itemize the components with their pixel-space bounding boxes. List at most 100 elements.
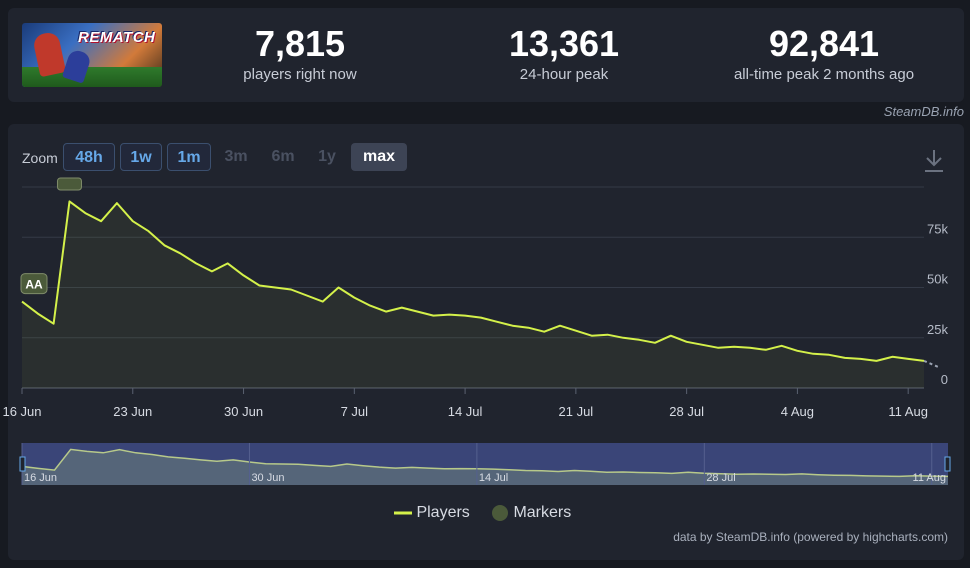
navigator-tick-label: 28 Jul (706, 472, 735, 484)
data-point[interactable] (636, 337, 642, 343)
data-point[interactable] (589, 333, 595, 339)
data-point[interactable] (905, 356, 911, 362)
download-icon[interactable] (922, 148, 946, 174)
x-tick-label: 21 Jul (559, 404, 594, 419)
data-point[interactable] (731, 344, 737, 350)
zoom-button-3m[interactable]: 3m (224, 148, 248, 165)
legend-marker-icon (492, 505, 508, 521)
data-point[interactable] (320, 299, 326, 305)
data-point[interactable] (921, 358, 927, 364)
data-point[interactable] (494, 319, 500, 325)
data-point[interactable] (668, 333, 674, 339)
data-point[interactable] (19, 299, 25, 305)
data-point[interactable] (66, 198, 72, 204)
data-point[interactable] (605, 332, 611, 338)
data-point[interactable] (715, 345, 721, 351)
stat-24h-peak: 13,361 24-hour peak (454, 22, 674, 84)
data-point[interactable] (399, 305, 405, 311)
x-tick-label: 7 Jul (341, 404, 369, 419)
series-line-partial (923, 359, 939, 368)
data-point[interactable] (35, 311, 41, 317)
data-point[interactable] (874, 358, 880, 364)
data-point[interactable] (779, 343, 785, 349)
series-line-players[interactable] (21, 200, 925, 362)
data-point[interactable] (256, 282, 262, 288)
marker-label: AA (25, 278, 43, 292)
data-point[interactable] (130, 218, 136, 224)
y-tick-label: 50k (927, 272, 948, 287)
data-point[interactable] (462, 313, 468, 319)
legend-item-markers[interactable]: Markers (491, 504, 571, 522)
stat-label: 24-hour peak (519, 66, 609, 83)
game-logo[interactable]: REMATCH (22, 23, 162, 87)
data-point[interactable] (351, 295, 357, 301)
data-point[interactable] (114, 200, 120, 206)
data-point[interactable] (573, 328, 579, 334)
navigator-tick-label: 11 Aug (913, 472, 946, 484)
x-tick-label: 30 Jun (224, 404, 263, 419)
data-point[interactable] (82, 210, 88, 216)
marker-flag[interactable] (20, 273, 48, 295)
navigator-tick-label: 30 Jun (251, 472, 284, 484)
x-tick-label: 16 Jun (2, 404, 41, 419)
navigator-handle-right[interactable] (944, 456, 951, 472)
data-point[interactable] (478, 315, 484, 321)
navigator-background (22, 443, 948, 485)
data-point[interactable] (794, 348, 800, 354)
data-point[interactable] (304, 293, 310, 299)
data-point[interactable] (241, 272, 247, 278)
data-point[interactable] (858, 356, 864, 362)
zoom-button-max[interactable]: max (351, 143, 407, 171)
navigator-tick-label: 16 Jun (24, 472, 57, 484)
y-tick-label: 0 (941, 372, 948, 387)
data-point[interactable] (335, 285, 341, 291)
data-point[interactable] (288, 287, 294, 293)
data-point[interactable] (810, 351, 816, 357)
stat-label: all-time peak 2 months ago (733, 66, 915, 83)
data-point[interactable] (684, 339, 690, 345)
chart-panel (8, 124, 964, 560)
data-point[interactable] (763, 347, 769, 353)
stats-bar: REMATCH 7,815 players right now 13,361 2… (8, 8, 964, 102)
data-point[interactable] (193, 260, 199, 266)
zoom-button-1w[interactable]: 1w (120, 143, 162, 171)
zoom-button-6m[interactable]: 6m (271, 148, 295, 165)
data-point[interactable] (146, 228, 152, 234)
footer-credit[interactable]: data by SteamDB.info (powered by highcha… (673, 530, 948, 544)
marker-flag[interactable] (56, 177, 82, 191)
data-point[interactable] (699, 342, 705, 348)
data-point[interactable] (272, 285, 278, 291)
data-point[interactable] (541, 329, 547, 335)
data-point[interactable] (430, 313, 436, 319)
data-point[interactable] (842, 355, 848, 361)
zoom-button-48h[interactable]: 48h (63, 143, 115, 171)
data-point[interactable] (383, 309, 389, 315)
data-point[interactable] (209, 268, 215, 274)
legend-label: Markers (513, 504, 572, 522)
data-point[interactable] (161, 242, 167, 248)
data-point[interactable] (889, 354, 895, 360)
data-point[interactable] (98, 218, 104, 224)
data-point[interactable] (225, 260, 231, 266)
data-point[interactable] (510, 323, 516, 329)
navigator-handle-left[interactable] (19, 456, 26, 472)
data-point[interactable] (446, 312, 452, 318)
x-tick-label: 14 Jul (448, 404, 483, 419)
data-point[interactable] (367, 303, 373, 309)
data-point[interactable] (557, 323, 563, 329)
zoom-button-1y[interactable]: 1y (318, 148, 336, 165)
data-point[interactable] (177, 250, 183, 256)
data-point[interactable] (415, 309, 421, 315)
data-point[interactable] (525, 325, 531, 331)
data-point[interactable] (51, 321, 57, 327)
steamdb-credit[interactable]: SteamDB.info (883, 104, 964, 119)
data-point[interactable] (620, 335, 626, 341)
x-tick-label: 4 Aug (781, 404, 814, 419)
data-point[interactable] (826, 352, 832, 358)
data-point[interactable] (747, 345, 753, 351)
y-tick-label: 75k (927, 221, 948, 236)
legend-item-players[interactable]: Players (394, 504, 470, 522)
data-point[interactable] (652, 340, 658, 346)
zoom-button-1m[interactable]: 1m (167, 143, 211, 171)
